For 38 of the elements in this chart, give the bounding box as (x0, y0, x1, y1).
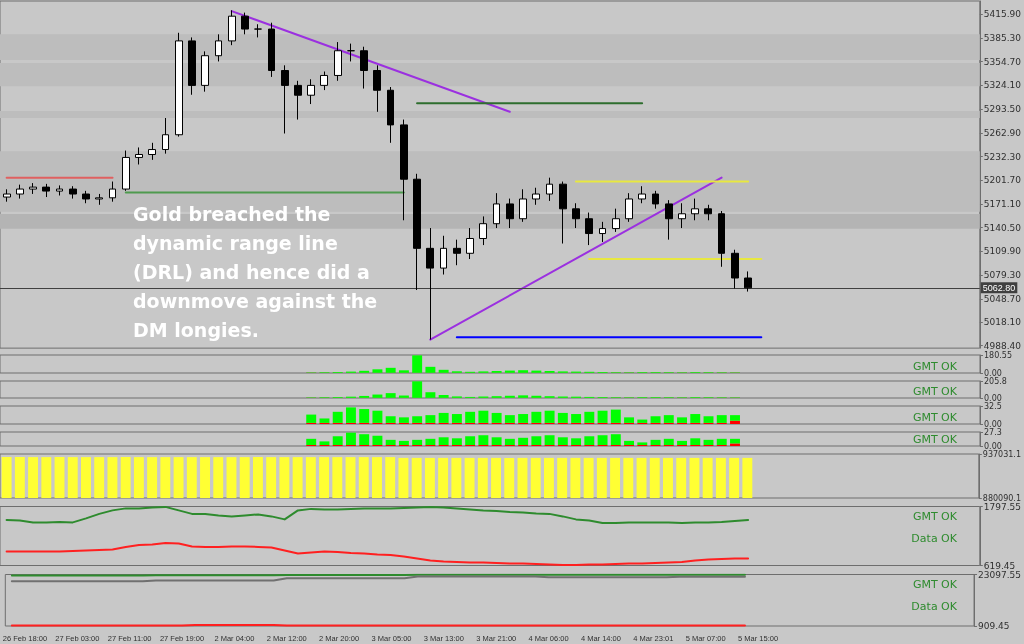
y-tick-label: 5354.70 (983, 56, 1022, 67)
y-tick-label: 5079.30 (983, 270, 1022, 281)
annotation: GMT OK (912, 411, 957, 424)
annotation: GMT OK (912, 433, 957, 446)
ref-line-label: 5062.80 (982, 282, 1016, 293)
annotation: GMT OK (912, 360, 957, 373)
y-tick-label: 5171.10 (983, 198, 1022, 209)
y-tick-label: 23097.55 (978, 569, 1022, 580)
y-tick-label: 5262.90 (983, 127, 1022, 138)
y-tick-label: 880090.1 (982, 493, 1021, 503)
y-tick-label: 0.00 (984, 368, 1002, 378)
y-tick-label: 180.55 (984, 350, 1012, 360)
y-tick-label: 32.5 (984, 401, 1002, 411)
annotation: GMT OK (912, 385, 957, 398)
annotation: Data OK (911, 600, 957, 613)
annotation: GMT OK (912, 578, 957, 591)
y-tick-label: 27.3 (984, 427, 1002, 437)
y-tick-label: 4988.40 (983, 340, 1022, 351)
y-tick-label: 5201.70 (983, 175, 1022, 186)
y-tick-label: 5324.10 (983, 80, 1022, 91)
y-tick-label: 5385.30 (983, 32, 1022, 43)
annotation: Data OK (911, 532, 957, 545)
y-tick-label: 619.45 (983, 560, 1016, 571)
y-tick-label: 937031.1 (982, 449, 1021, 459)
y-tick-label: 0.00 (984, 393, 1002, 403)
y-tick-label: 1797.55 (983, 501, 1021, 512)
y-tick-label: 5232.30 (983, 151, 1022, 162)
y-tick-label: 0.00 (984, 441, 1002, 451)
y-tick-label: 0.00 (984, 419, 1002, 429)
y-tick-label: 205.8 (984, 376, 1007, 386)
annotation: GMT OK (912, 510, 957, 523)
y-tick-label: 5109.90 (983, 246, 1022, 257)
y-tick-label: 5018.10 (983, 317, 1022, 328)
y-tick-label: 5293.50 (983, 104, 1022, 115)
y-tick-label: 5140.50 (983, 222, 1022, 233)
y-tick-label: 5415.90 (983, 9, 1022, 20)
y-tick-label: 909.45 (978, 621, 1010, 631)
y-tick-label: 5048.70 (983, 293, 1022, 304)
